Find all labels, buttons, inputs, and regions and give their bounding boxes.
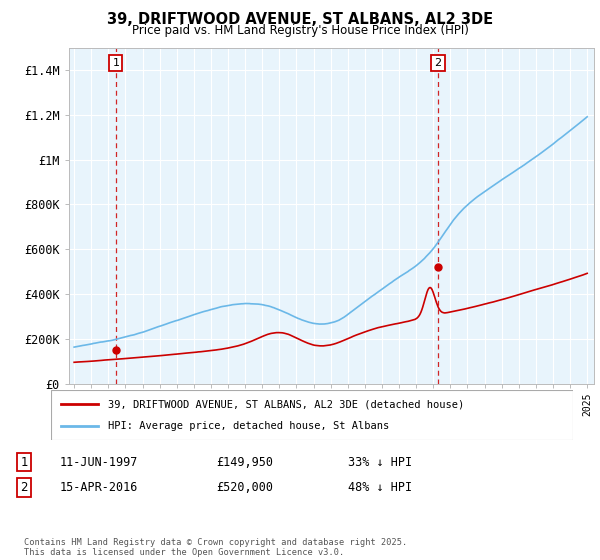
Text: 48% ↓ HPI: 48% ↓ HPI <box>348 480 412 494</box>
Text: 15-APR-2016: 15-APR-2016 <box>60 480 139 494</box>
Text: HPI: Average price, detached house, St Albans: HPI: Average price, detached house, St A… <box>109 421 389 431</box>
Text: £149,950: £149,950 <box>216 455 273 469</box>
Text: Contains HM Land Registry data © Crown copyright and database right 2025.
This d: Contains HM Land Registry data © Crown c… <box>24 538 407 557</box>
Text: 39, DRIFTWOOD AVENUE, ST ALBANS, AL2 3DE (detached house): 39, DRIFTWOOD AVENUE, ST ALBANS, AL2 3DE… <box>109 399 464 409</box>
Text: 33% ↓ HPI: 33% ↓ HPI <box>348 455 412 469</box>
Text: £520,000: £520,000 <box>216 480 273 494</box>
Text: 2: 2 <box>434 58 442 68</box>
Text: 2: 2 <box>20 480 28 494</box>
Text: 1: 1 <box>112 58 119 68</box>
Text: Price paid vs. HM Land Registry's House Price Index (HPI): Price paid vs. HM Land Registry's House … <box>131 24 469 36</box>
Text: 1: 1 <box>20 455 28 469</box>
Text: 11-JUN-1997: 11-JUN-1997 <box>60 455 139 469</box>
Text: 39, DRIFTWOOD AVENUE, ST ALBANS, AL2 3DE: 39, DRIFTWOOD AVENUE, ST ALBANS, AL2 3DE <box>107 12 493 27</box>
